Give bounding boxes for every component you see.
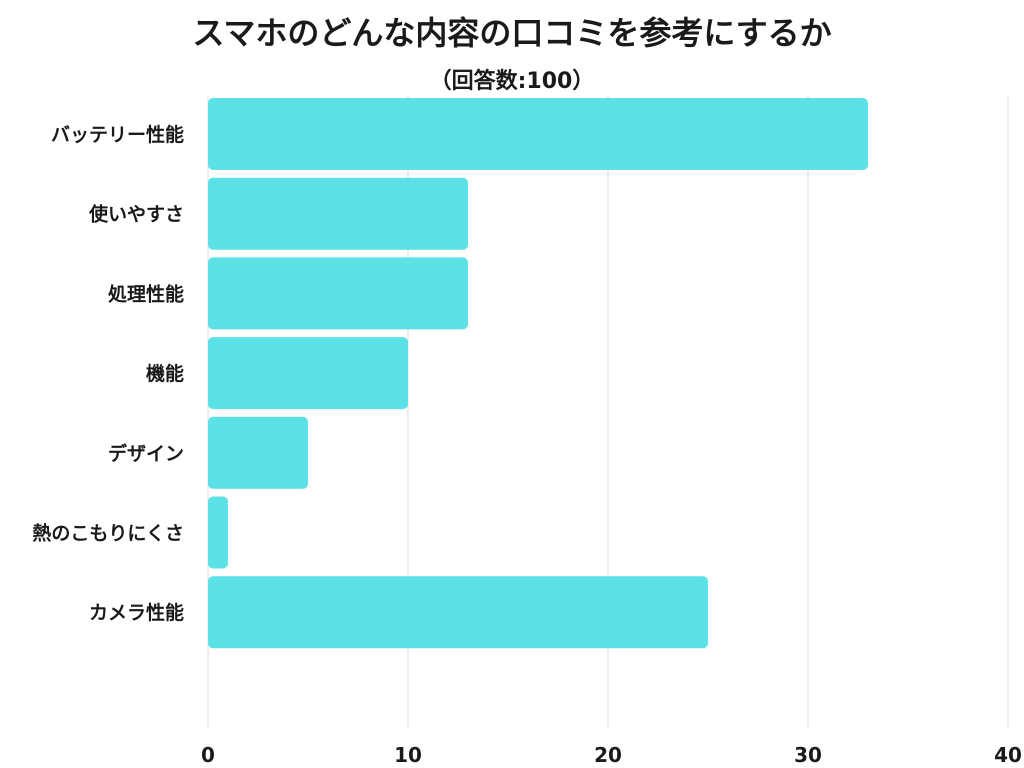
bar xyxy=(208,496,228,569)
category-label: 処理性能 xyxy=(108,282,184,305)
x-tick-label: 20 xyxy=(594,743,622,767)
category-label: デザイン xyxy=(108,442,184,465)
category-label: バッテリー性能 xyxy=(51,123,184,146)
bar xyxy=(208,177,468,250)
x-axis-tick-labels: 0 10 20 30 40 xyxy=(201,743,1022,767)
category-label: 機能 xyxy=(146,362,184,385)
chart-title: スマホのどんな内容の口コミを参考にするか xyxy=(192,14,831,52)
category-label: カメラ性能 xyxy=(89,601,184,624)
x-tick-label: 0 xyxy=(201,743,215,767)
x-tick-label: 10 xyxy=(394,743,422,767)
bar xyxy=(208,337,408,410)
bars xyxy=(208,98,868,649)
bar xyxy=(208,98,868,170)
bar xyxy=(208,257,468,330)
bar xyxy=(208,576,708,649)
bar xyxy=(208,416,308,489)
category-label: 使いやすさ xyxy=(88,204,184,226)
x-tick-label: 40 xyxy=(994,743,1022,767)
x-tick-label: 30 xyxy=(794,743,822,767)
chart-subtitle: （回答数:100） xyxy=(430,68,595,94)
category-label: 熱のこもりにくさ xyxy=(32,522,184,545)
